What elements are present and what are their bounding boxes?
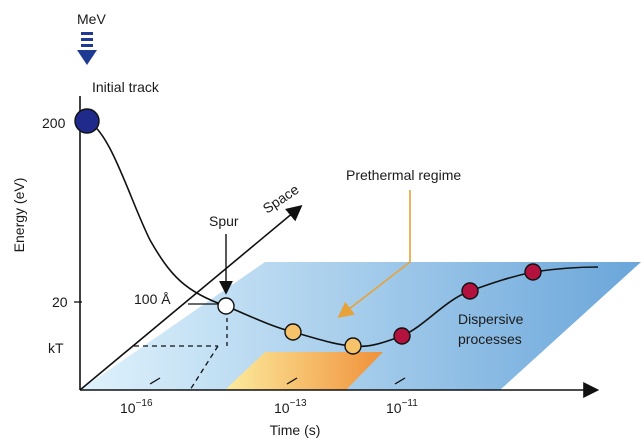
prethermal-node-1 [284, 323, 302, 341]
x-tick-mark-3 [394, 377, 406, 385]
y-tick-kt: kT [48, 340, 64, 356]
x-tick-1: 10−16 [120, 398, 153, 416]
x-axis-label: Time (s) [270, 422, 321, 438]
x-tick-3: 10−11 [386, 398, 418, 416]
space-axis-line [79, 204, 303, 391]
x-tick-mark-1 [149, 377, 161, 385]
mev-arrow-icon [77, 32, 97, 65]
initial-track-node [74, 108, 100, 134]
y-axis-label: Energy (eV) [11, 178, 27, 253]
prethermal-label: Prethermal regime [346, 167, 461, 183]
mev-label: MeV [77, 11, 106, 27]
x-tick-mark-2 [286, 377, 298, 385]
prethermal-arrow [337, 190, 411, 318]
dispersive-label-line1: Dispersive [458, 311, 524, 327]
y-tick-20: 20 [52, 294, 68, 310]
dispersive-node-1 [393, 327, 411, 345]
initial-track-label: Initial track [92, 79, 160, 95]
prethermal-patch [225, 352, 383, 390]
dispersive-label-line2: processes [458, 331, 522, 347]
angstrom-label: 100 Å [134, 291, 171, 307]
dispersive-node-3 [524, 263, 542, 281]
spur-node [217, 297, 235, 315]
y-tick-200: 200 [42, 115, 66, 131]
prethermal-node-2 [344, 337, 362, 355]
x-tick-2: 10−13 [274, 398, 307, 416]
dispersive-node-2 [461, 282, 479, 300]
spur-label: Spur [209, 213, 239, 229]
